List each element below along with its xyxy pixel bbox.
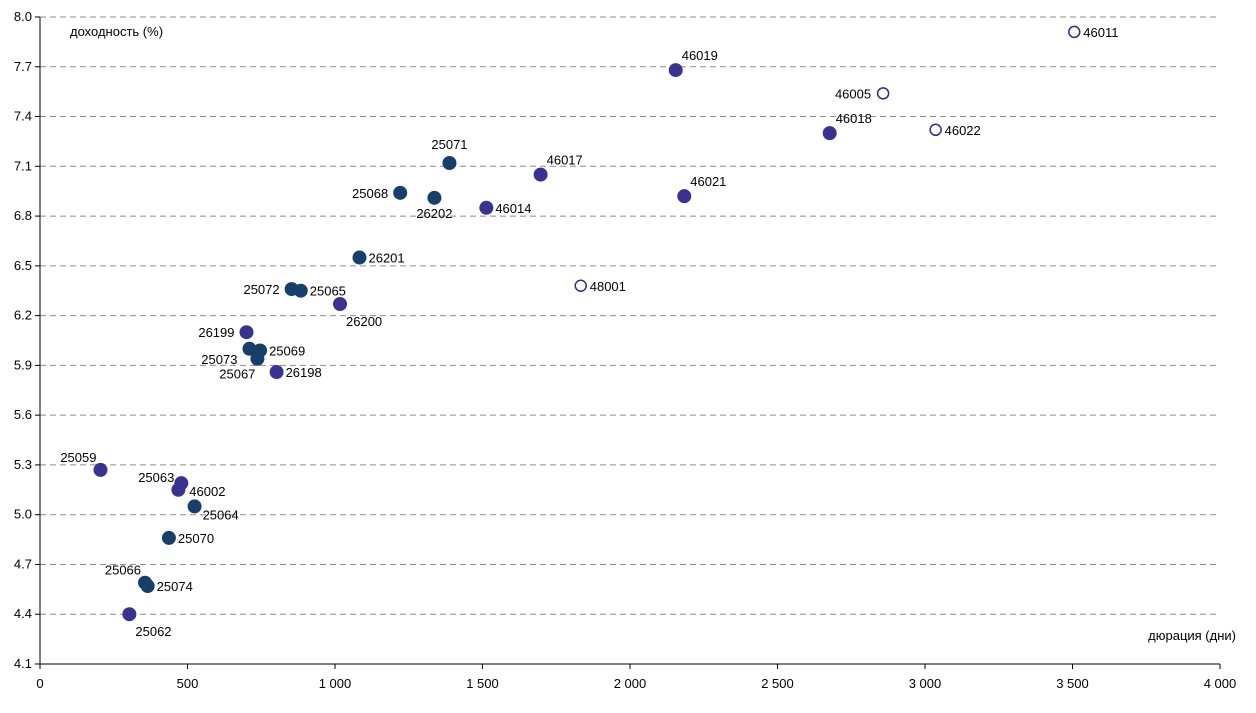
data-points xyxy=(93,25,1081,622)
data-point-48001 xyxy=(574,279,587,293)
data-point-46014 xyxy=(479,200,494,215)
y-tick-label: 4.1 xyxy=(14,656,32,671)
y-tick-label: 5.0 xyxy=(14,507,32,522)
y-tick-label: 7.1 xyxy=(14,158,32,173)
data-point-46021 xyxy=(677,189,692,204)
data-point-25062 xyxy=(122,607,137,622)
data-point-26202 xyxy=(427,190,442,205)
x-tick-label: 2 500 xyxy=(761,676,794,691)
x-tick-label: 3 000 xyxy=(909,676,942,691)
data-point-26200 xyxy=(333,297,348,312)
y-tick-label: 8.0 xyxy=(14,9,32,24)
point-label-26200: 26200 xyxy=(346,314,382,329)
point-label-46017: 46017 xyxy=(547,153,583,168)
axes xyxy=(39,17,1220,665)
point-label-25071: 25071 xyxy=(431,137,467,152)
y-axis-label: доходность (%) xyxy=(70,24,163,39)
y-tick-labels: 4.1 4.4 4.7 5.0 5.3 5.6 5.9 6.2 6.5 6.8 7.1 7.4 7.7 8… xyxy=(14,9,32,671)
point-label-26202: 26202 xyxy=(416,206,452,221)
x-tick-label: 4 000 xyxy=(1204,676,1237,691)
data-point-25065 xyxy=(293,283,308,298)
gridlines xyxy=(35,16,1221,669)
point-label-25059: 25059 xyxy=(60,450,96,465)
point-label-46019: 46019 xyxy=(682,48,718,63)
point-label-25073: 25073 xyxy=(201,352,237,367)
data-point-46011 xyxy=(1068,25,1081,39)
point-label-25069: 25069 xyxy=(269,343,305,358)
point-label-25070: 25070 xyxy=(178,531,214,546)
point-label-46011: 46011 xyxy=(1083,25,1118,40)
x-tick-label: 1 000 xyxy=(319,676,352,691)
point-label-25064: 25064 xyxy=(203,507,239,522)
data-point-25068 xyxy=(393,185,408,200)
y-tick-label: 7.7 xyxy=(14,59,32,74)
point-label-26201: 26201 xyxy=(368,251,404,266)
x-tick-label: 3 500 xyxy=(1056,676,1089,691)
data-point-25059 xyxy=(93,462,108,477)
x-tick-label: 2 000 xyxy=(614,676,647,691)
data-point-46017 xyxy=(533,167,548,182)
point-label-25066: 25066 xyxy=(105,563,141,578)
y-tick-label: 6.2 xyxy=(14,308,32,323)
point-label-25062: 25062 xyxy=(135,624,171,639)
data-point-25071 xyxy=(442,155,457,170)
y-tick-label: 5.6 xyxy=(14,407,32,422)
point-label-25063: 25063 xyxy=(138,470,174,485)
data-point-25074 xyxy=(140,579,155,594)
point-label-46021: 46021 xyxy=(690,174,726,189)
x-axis-label: дюрация (дни) xyxy=(1148,628,1236,643)
data-point-46005 xyxy=(876,87,890,100)
point-label-46014: 46014 xyxy=(495,201,531,216)
data-point-46002 xyxy=(174,476,189,491)
point-label-25068: 25068 xyxy=(352,186,388,201)
data-point-26198 xyxy=(269,365,284,380)
point-label-25074: 25074 xyxy=(157,579,193,594)
point-label-26198: 26198 xyxy=(286,365,322,380)
point-label-25065: 25065 xyxy=(310,284,346,299)
data-point-26199 xyxy=(239,325,254,340)
point-label-46018: 46018 xyxy=(836,111,872,126)
point-label-46022: 46022 xyxy=(945,123,981,138)
data-point-25067 xyxy=(250,351,265,366)
y-tick-label: 4.7 xyxy=(14,556,32,571)
y-tick-label: 4.4 xyxy=(14,606,32,621)
x-tick-label: 500 xyxy=(177,676,199,691)
y-tick-label: 5.9 xyxy=(14,357,32,372)
data-point-46019 xyxy=(668,63,683,78)
point-label-26199: 26199 xyxy=(198,325,234,340)
point-label-48001: 48001 xyxy=(590,279,626,294)
point-label-25072: 25072 xyxy=(243,282,279,297)
y-tick-label: 6.5 xyxy=(14,258,32,273)
data-point-46018 xyxy=(822,126,837,141)
point-label-46002: 46002 xyxy=(189,484,225,499)
data-point-46022 xyxy=(929,123,942,137)
y-tick-label: 5.3 xyxy=(14,457,32,472)
data-point-26201 xyxy=(352,250,367,265)
x-tick-label: 1 500 xyxy=(466,676,499,691)
x-tick-labels: 0 500 1 000 1 500 2 000 2 500 3 000 3 500 4 000 xyxy=(36,676,1236,691)
point-label-46005: 46005 xyxy=(835,86,871,101)
x-tick-label: 0 xyxy=(36,676,43,691)
point-label-25067: 25067 xyxy=(219,367,255,382)
data-point-25064 xyxy=(187,499,202,514)
data-point-25070 xyxy=(161,530,176,545)
y-tick-label: 7.4 xyxy=(14,109,32,124)
y-tick-label: 6.8 xyxy=(14,208,32,223)
point-labels: 25059 25062 25063 46002 25064 25070 25066 25074… xyxy=(60,25,1118,639)
